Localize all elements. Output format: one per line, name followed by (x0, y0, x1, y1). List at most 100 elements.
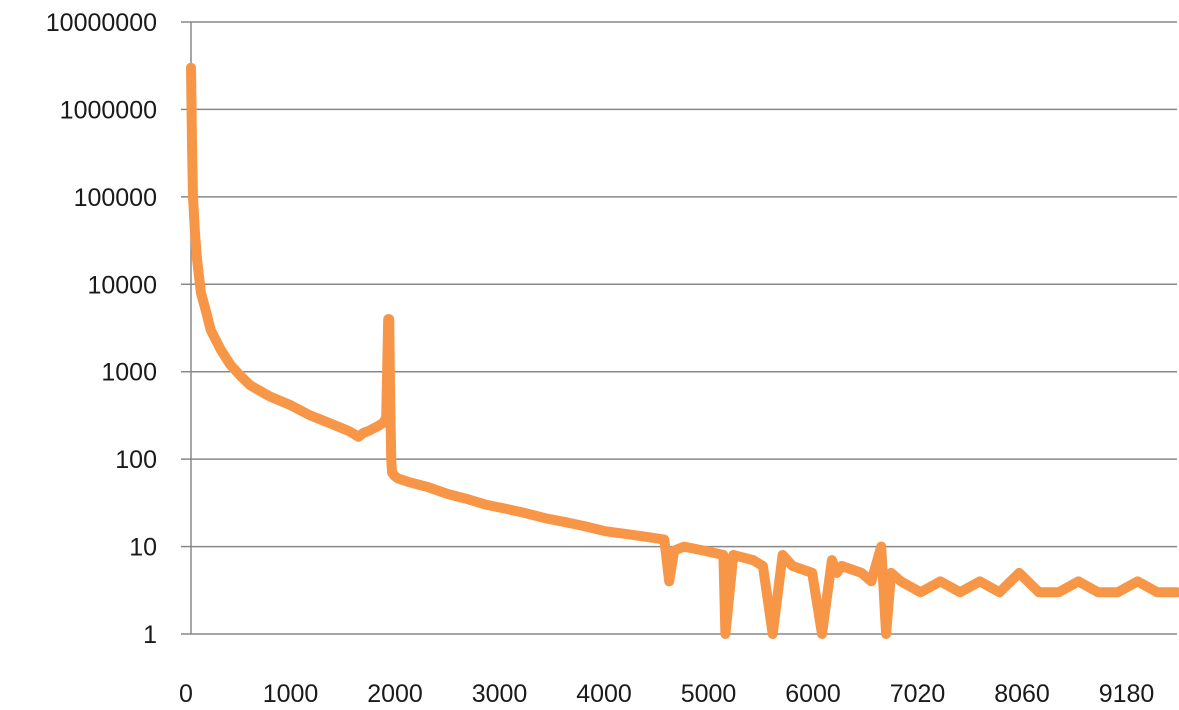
data-point (190, 142, 194, 146)
data-point (387, 317, 391, 321)
data-point (899, 579, 903, 583)
data-point (392, 474, 396, 477)
data-point (810, 571, 814, 575)
data-point (723, 632, 727, 636)
y-tick-label: 10000 (87, 271, 157, 299)
data-point (998, 590, 1001, 594)
x-axis-tick-labels: 0 1000 2000 3000 4000 5000 6000 7020 8060 9180 (179, 680, 1154, 708)
data-point (840, 564, 844, 568)
series-layer (186, 62, 1179, 639)
data-point (1155, 590, 1159, 594)
data-point (1037, 590, 1041, 594)
data-point (869, 579, 873, 583)
data-point (465, 497, 469, 501)
data-point (357, 435, 361, 439)
data-point (761, 564, 765, 568)
x-tick-label: 7020 (890, 680, 946, 708)
y-tick-label: 100 (115, 446, 157, 474)
y-tick-label: 100000 (74, 184, 157, 212)
data-point (362, 431, 365, 435)
y-tick-label: 10 (129, 534, 157, 562)
data-point (791, 564, 794, 568)
data-point (204, 309, 208, 313)
data-point (389, 457, 393, 461)
data-point (524, 511, 528, 515)
data-point (396, 477, 400, 480)
data-point (830, 558, 834, 562)
x-tick-label: 6000 (785, 680, 841, 708)
data-point (978, 579, 982, 583)
data-point (238, 374, 242, 378)
data-point (219, 347, 223, 351)
data-point (682, 545, 686, 549)
data-point (388, 396, 392, 400)
x-tick-label: 8060 (994, 680, 1050, 708)
data-point (884, 632, 888, 636)
series-line (186, 62, 1179, 639)
data-point (307, 413, 311, 417)
data-point (820, 632, 824, 636)
data-point (209, 328, 213, 332)
data-point (268, 395, 272, 398)
data-point (1017, 571, 1021, 575)
x-tick-label: 9180 (1099, 680, 1155, 708)
data-point (879, 545, 883, 549)
y-tick-label: 1 (143, 621, 157, 649)
data-point (544, 516, 548, 520)
data-point (889, 571, 893, 575)
data-point (367, 429, 370, 433)
data-point (662, 538, 666, 542)
data-point (199, 291, 203, 295)
data-point (1136, 579, 1140, 583)
data-point (1076, 579, 1080, 583)
data-point (751, 558, 755, 562)
data-point (191, 195, 195, 199)
gridlines (181, 21, 1177, 635)
data-point (623, 532, 627, 536)
x-tick-label: 0 (179, 680, 193, 708)
x-tick-label: 4000 (576, 680, 632, 708)
data-point (603, 529, 607, 533)
data-point (1116, 590, 1120, 594)
data-point (1096, 590, 1100, 594)
data-point (781, 553, 785, 557)
data-point (384, 415, 388, 419)
data-point (381, 421, 385, 425)
data-point (721, 553, 725, 557)
data-point (228, 363, 232, 367)
data-point (919, 590, 923, 594)
data-point (193, 230, 197, 234)
data-point (327, 421, 331, 425)
data-point (505, 507, 508, 511)
y-tick-label: 10000000 (46, 9, 157, 37)
data-point (406, 480, 410, 484)
data-point (390, 471, 394, 475)
data-point (672, 549, 676, 553)
x-tick-label: 5000 (681, 680, 737, 708)
y-axis-tick-labels: 1 10 100 1000 10000 100000 1000000 10000000 (46, 9, 157, 649)
data-point (1057, 590, 1061, 594)
data-point (771, 632, 775, 636)
data-point (667, 579, 671, 583)
data-point (485, 503, 489, 507)
data-point (426, 485, 430, 489)
x-tick-label: 1000 (263, 680, 319, 708)
data-point (643, 535, 647, 539)
y-tick-label: 1000000 (60, 96, 157, 124)
data-point (195, 256, 199, 260)
data-point (189, 66, 193, 70)
x-tick-label: 3000 (472, 680, 528, 708)
data-point (347, 429, 351, 433)
data-point (860, 571, 863, 575)
y-tick-label: 1000 (101, 359, 157, 387)
data-point (835, 571, 839, 575)
data-point (445, 492, 449, 496)
x-tick-label: 2000 (367, 680, 423, 708)
data-point (583, 524, 587, 528)
data-point (938, 579, 942, 583)
data-point (248, 383, 252, 387)
data-point (731, 553, 735, 557)
data-point (288, 403, 292, 407)
data-point (1175, 590, 1179, 594)
